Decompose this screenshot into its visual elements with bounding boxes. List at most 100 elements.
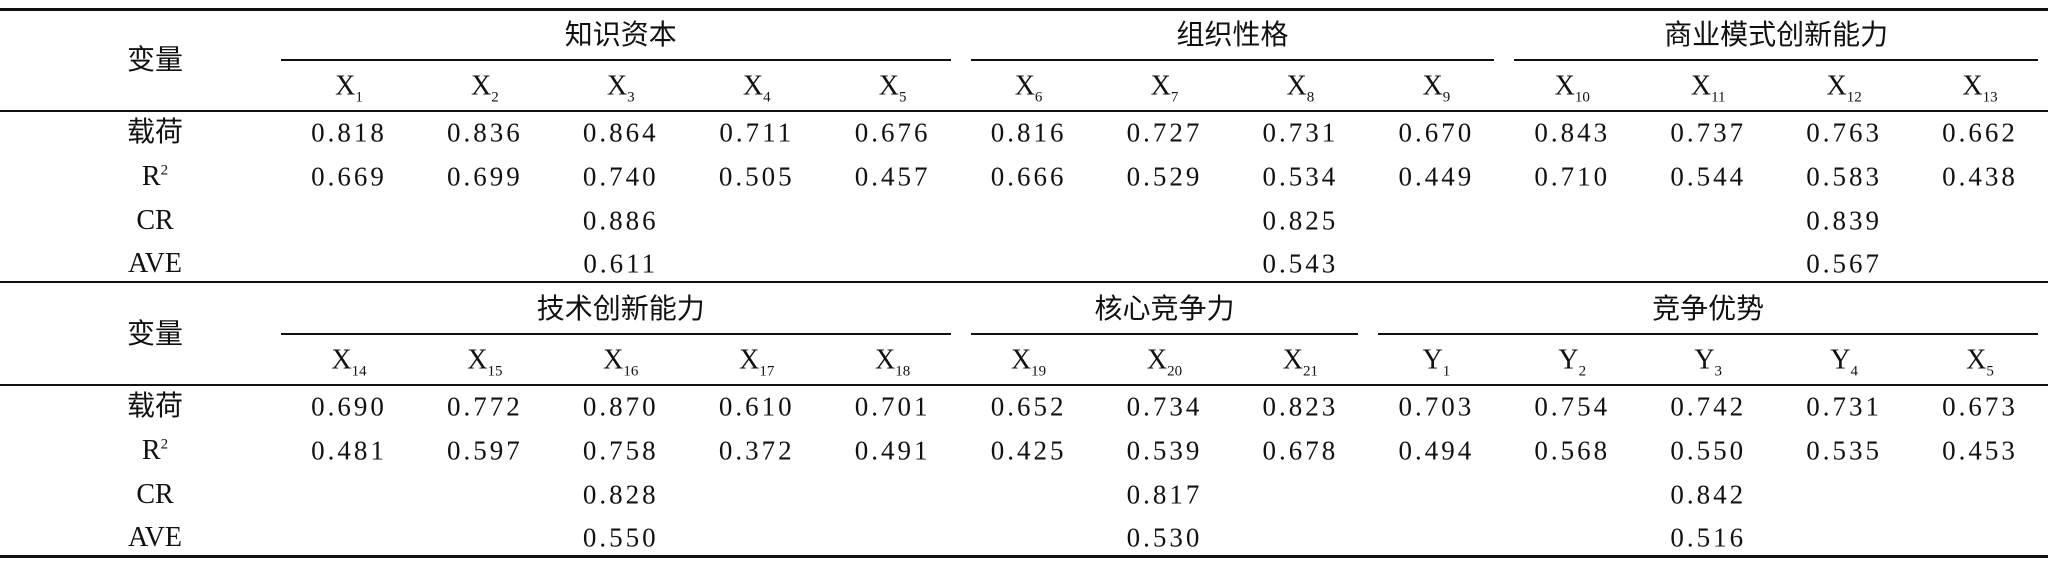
row-label-sup: 2 — [160, 436, 169, 453]
loading-cell: 0.731 — [1806, 391, 1882, 422]
column-header-base: X — [742, 70, 764, 102]
r2-cell: 0.568 — [1534, 435, 1611, 466]
column-header-sub: 9 — [1442, 89, 1451, 106]
column-header-sub: 11 — [1711, 89, 1726, 106]
column-header-base: X — [875, 344, 896, 376]
column-header-sub: 19 — [1031, 363, 1047, 380]
loading-cell: 0.673 — [1942, 391, 2018, 422]
loading-cell: 0.690 — [311, 391, 387, 422]
column-header: X1 — [335, 70, 363, 106]
loading-cell: 0.676 — [854, 117, 931, 148]
group-rule — [281, 59, 951, 61]
r2-cell: 0.438 — [1942, 161, 2018, 192]
column-header-base: X — [739, 344, 760, 376]
column-header-sub: 6 — [1034, 89, 1043, 106]
r2-cell: 0.583 — [1806, 161, 1882, 192]
column-header: X13 — [1962, 72, 1997, 106]
column-header: Y1 — [1422, 344, 1451, 380]
column-header: Y4 — [1830, 346, 1858, 380]
r2-cell: 0.529 — [1126, 161, 1203, 192]
loading-cell: 0.652 — [990, 391, 1067, 422]
cr-cell: 0.817 — [1126, 479, 1203, 510]
column-header-base: X — [1146, 344, 1168, 376]
group-title: 组织性格 — [1176, 20, 1289, 51]
loading-cell: 0.727 — [1126, 117, 1203, 148]
r2-cell: 0.372 — [718, 435, 795, 466]
panel-bottom-rule — [0, 555, 2048, 558]
r2-cell: 0.669 — [311, 161, 387, 192]
cr-cell: 0.839 — [1806, 205, 1882, 236]
r2-cell: 0.534 — [1262, 161, 1339, 192]
ave-cell: 0.530 — [1126, 522, 1203, 553]
column-header: X18 — [875, 344, 911, 380]
r2-cell: 0.449 — [1398, 161, 1475, 192]
r2-cell: 0.453 — [1942, 435, 2018, 466]
column-header: X10 — [1555, 72, 1590, 106]
column-header-base: X — [1282, 344, 1304, 376]
row-label: AVE — [128, 522, 182, 553]
column-header: Y3 — [1694, 346, 1723, 380]
column-header: Y2 — [1558, 346, 1587, 380]
loading-cell: 0.864 — [582, 117, 659, 148]
row-label: AVE — [128, 248, 182, 279]
row-label-base: R — [141, 435, 161, 466]
loading-cell: 0.711 — [719, 117, 795, 148]
cr-cell: 0.828 — [582, 479, 659, 510]
group-rule — [970, 333, 1359, 335]
row-label: R2 — [142, 437, 168, 465]
column-header-sub: 15 — [487, 363, 503, 380]
column-header: X3 — [607, 72, 635, 106]
loading-cell: 0.843 — [1534, 117, 1611, 148]
loading-cell: 0.816 — [990, 117, 1067, 148]
ave-cell: 0.611 — [583, 248, 659, 279]
loading-cell: 0.818 — [311, 117, 387, 148]
group-rule — [1378, 333, 2038, 335]
column-header-sub: 5 — [1986, 363, 1994, 380]
column-header-base: X — [335, 70, 356, 102]
r2-cell: 0.758 — [582, 435, 659, 466]
column-header-sub: 4 — [1850, 363, 1858, 380]
column-header: X19 — [1011, 346, 1047, 380]
cr-cell: 0.825 — [1262, 205, 1339, 236]
column-header-base: Y — [1422, 344, 1443, 376]
row-label: R2 — [142, 163, 168, 191]
ave-cell: 0.543 — [1262, 248, 1339, 279]
column-header-base: X — [467, 344, 488, 376]
r2-cell: 0.597 — [447, 435, 523, 466]
column-header-base: X — [1966, 344, 1987, 376]
loading-cell: 0.823 — [1262, 391, 1339, 422]
r2-cell: 0.710 — [1534, 161, 1611, 192]
row-label-sup: 2 — [160, 162, 169, 179]
column-header-sub: 3 — [1714, 363, 1723, 380]
column-header-base: X — [1422, 70, 1443, 102]
r2-cell: 0.544 — [1670, 161, 1747, 192]
r2-cell: 0.740 — [582, 161, 659, 192]
cr-cell: 0.842 — [1670, 479, 1747, 510]
group-title: 技术创新能力 — [536, 294, 705, 325]
column-header: X8 — [1287, 72, 1315, 106]
column-header: X11 — [1691, 72, 1726, 106]
column-header: X7 — [1151, 72, 1179, 106]
r2-cell: 0.505 — [718, 161, 795, 192]
column-header-sub: 2 — [1578, 363, 1587, 380]
column-header: X20 — [1146, 344, 1182, 380]
ave-cell: 0.550 — [582, 522, 659, 553]
column-header: X6 — [1014, 70, 1043, 106]
column-header-sub: 14 — [351, 363, 367, 380]
group-rule — [281, 333, 951, 335]
column-header-sub: 18 — [895, 363, 911, 380]
column-header: X5 — [879, 72, 907, 106]
row-header: 变量 — [126, 319, 184, 350]
column-header-base: X — [1014, 70, 1035, 102]
r2-cell: 0.481 — [311, 435, 387, 466]
column-header-sub: 17 — [759, 363, 775, 380]
column-header-base: X — [471, 70, 492, 102]
r2-cell: 0.425 — [990, 435, 1067, 466]
column-header-base: X — [1826, 70, 1847, 102]
column-header-sub: 2 — [491, 89, 499, 106]
column-header: X14 — [331, 346, 367, 380]
column-header: X16 — [603, 346, 638, 380]
loading-cell: 0.836 — [447, 117, 523, 148]
column-header-sub: 1 — [1442, 363, 1451, 380]
